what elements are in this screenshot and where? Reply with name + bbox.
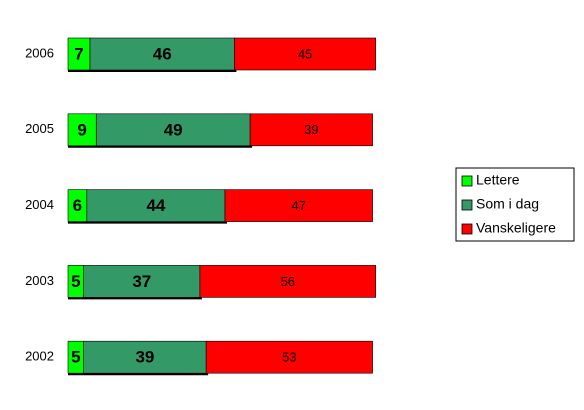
- y-tick-label: 2005: [25, 121, 54, 136]
- bar-segment: [89, 37, 235, 71]
- data-label: 39: [304, 122, 318, 137]
- legend-box: [455, 167, 575, 242]
- data-label: 37: [132, 272, 151, 291]
- data-label: 45: [298, 46, 312, 61]
- data-label: 53: [282, 350, 296, 365]
- data-label: 9: [77, 120, 86, 139]
- data-label: 5: [71, 348, 80, 367]
- data-label: 56: [281, 274, 295, 289]
- data-label: 5: [71, 272, 80, 291]
- bar-segment: [95, 113, 251, 147]
- bar-segment: [83, 265, 201, 298]
- legend-label: Lettere: [476, 172, 520, 188]
- data-label: 6: [73, 196, 82, 215]
- bar-segment: [67, 113, 97, 147]
- legend-label: Vanskeligere: [476, 220, 556, 236]
- bar-segment: [224, 189, 373, 222]
- data-label: 44: [146, 196, 165, 215]
- bar-segment: [83, 340, 207, 374]
- y-tick-label: 2006: [25, 45, 54, 60]
- legend-swatch: [461, 199, 473, 211]
- data-label: 49: [164, 120, 183, 139]
- y-tick-label: 2003: [25, 273, 54, 288]
- legend-swatch: [461, 223, 473, 235]
- legend-swatch: [461, 175, 473, 187]
- bar-segment: [205, 340, 373, 374]
- bar-segment: [234, 37, 377, 71]
- data-label: 46: [153, 44, 172, 63]
- data-label: 39: [135, 348, 154, 367]
- bar-segment: [199, 265, 377, 298]
- y-tick-label: 2004: [25, 197, 54, 212]
- legend-label: Som i dag: [476, 196, 539, 212]
- data-label: 47: [292, 198, 306, 213]
- y-tick-label: 2002: [25, 349, 54, 364]
- bar-segment: [249, 113, 373, 147]
- bar-segment: [86, 189, 226, 222]
- data-label: 7: [74, 44, 83, 63]
